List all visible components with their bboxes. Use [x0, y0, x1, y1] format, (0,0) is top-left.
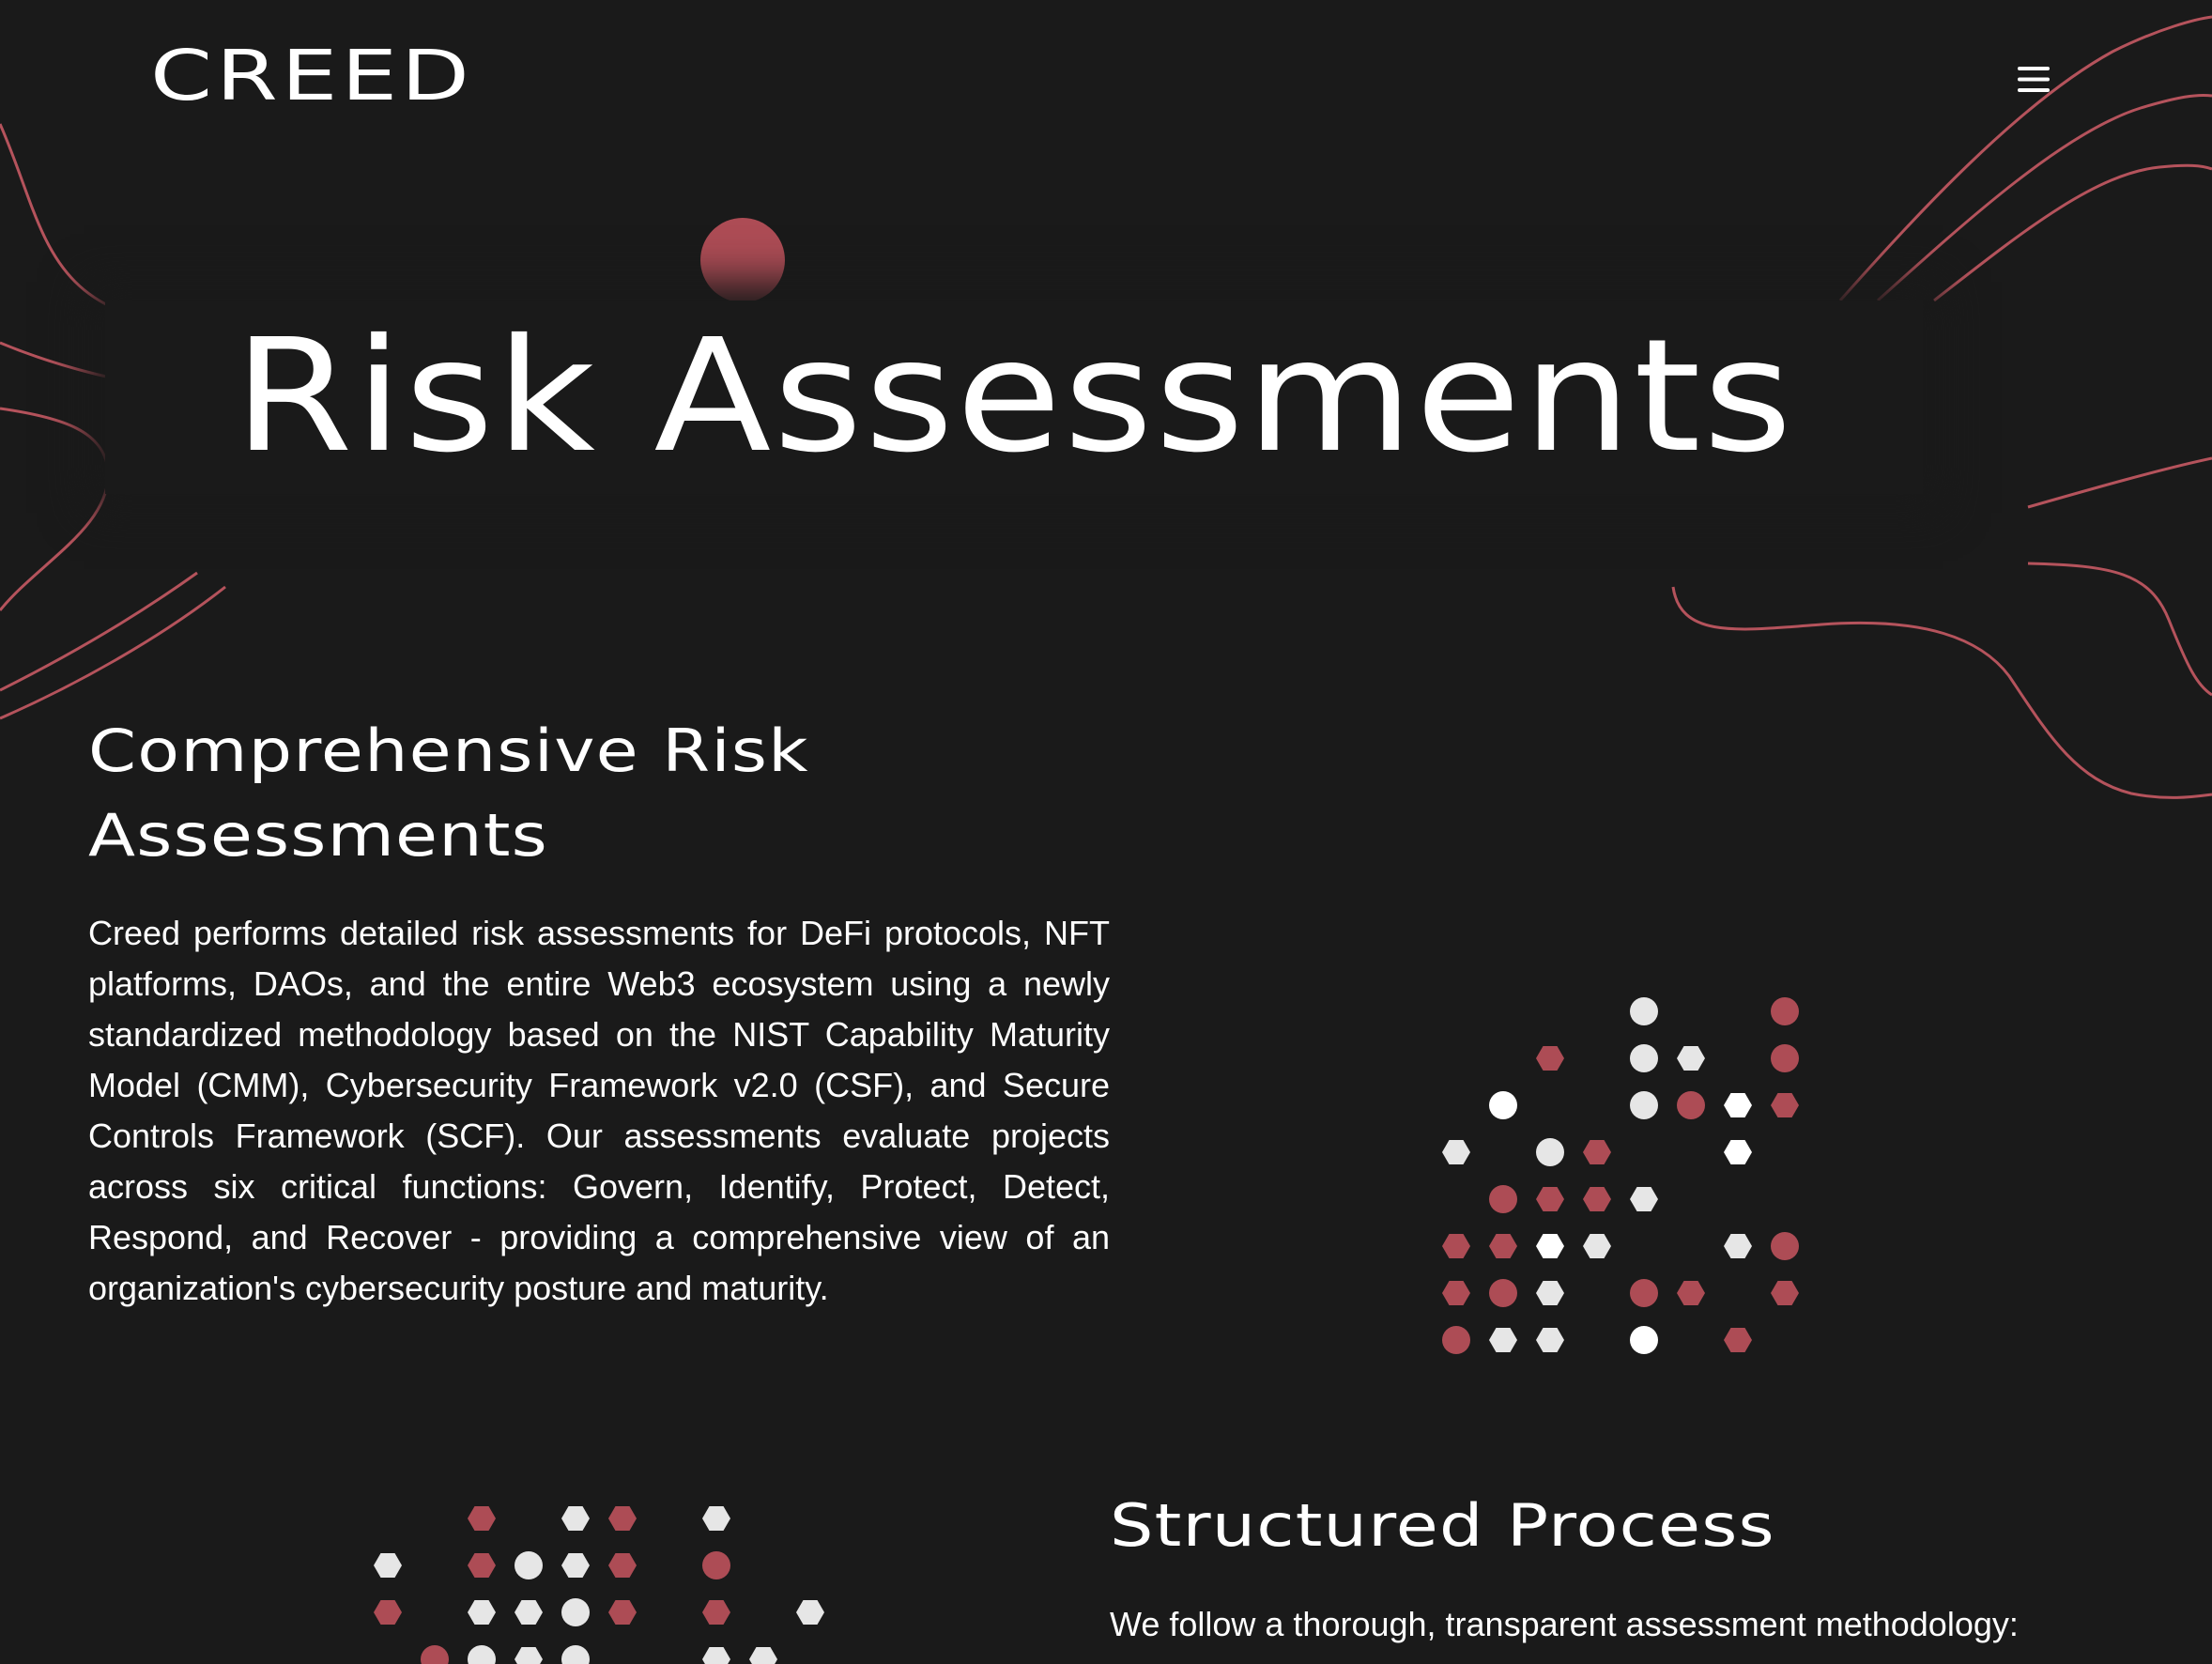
- hamburger-menu-icon: [2018, 66, 2050, 92]
- hexagon-dot: [1442, 1281, 1470, 1305]
- hexagon-dot: [702, 1647, 730, 1664]
- circle-dot: [1630, 1326, 1658, 1354]
- structured-process-intro: We follow a thorough, transparent assess…: [1110, 1605, 2019, 1643]
- hexagon-dot: [1724, 1328, 1752, 1352]
- circle-dot: [1771, 997, 1799, 1025]
- dot-cluster-left: [374, 1506, 824, 1664]
- hexagon-dot: [1583, 1234, 1611, 1258]
- creed-logo[interactable]: CREED: [150, 36, 473, 116]
- hexagon-dot: [1724, 1093, 1752, 1117]
- hexagon-dot: [1442, 1234, 1470, 1258]
- circle-dot: [421, 1645, 449, 1664]
- hexagon-dot: [1536, 1187, 1564, 1211]
- hexagon-dot: [468, 1553, 496, 1578]
- hexagon-dot: [561, 1506, 590, 1531]
- menu-button[interactable]: [2015, 60, 2052, 98]
- hexagon-dot: [702, 1506, 730, 1531]
- hexagon-dot: [1724, 1234, 1752, 1258]
- circle-dot: [1771, 1044, 1799, 1072]
- hexagon-dot: [608, 1553, 637, 1578]
- circle-dot: [1630, 1044, 1658, 1072]
- circle-dot: [561, 1598, 590, 1626]
- hexagon-dot: [796, 1600, 824, 1625]
- circle-dot: [1630, 1279, 1658, 1307]
- circle-dot: [1630, 997, 1658, 1025]
- circle-dot: [1442, 1326, 1470, 1354]
- circle-dot: [1677, 1091, 1705, 1119]
- hexagon-dot: [468, 1600, 496, 1625]
- risk-assessments-description: Creed performs detailed risk assessments…: [88, 914, 1110, 1307]
- circle-dot: [1536, 1138, 1564, 1166]
- circle-dot: [702, 1551, 730, 1579]
- hexagon-dot: [515, 1600, 543, 1625]
- circle-dot: [1489, 1185, 1517, 1213]
- hexagon-dot: [374, 1600, 402, 1625]
- hexagon-dot: [515, 1647, 543, 1664]
- hexagon-dot: [1583, 1140, 1611, 1164]
- hexagon-dot: [1677, 1046, 1705, 1071]
- hexagon-dot: [608, 1506, 637, 1531]
- hexagon-dot: [608, 1600, 637, 1625]
- circle-dot: [468, 1645, 496, 1664]
- circle-dot: [1489, 1279, 1517, 1307]
- hexagon-dot: [1536, 1328, 1564, 1352]
- circle-dot: [1630, 1091, 1658, 1119]
- hexagon-dot: [1536, 1281, 1564, 1305]
- decorative-red-dot: [700, 218, 785, 302]
- hexagon-dot: [1489, 1328, 1517, 1352]
- hexagon-dot: [1536, 1046, 1564, 1071]
- hexagon-dot: [1442, 1140, 1470, 1164]
- hexagon-dot: [1583, 1187, 1611, 1211]
- circle-dot: [1771, 1232, 1799, 1260]
- hexagon-dot: [1771, 1093, 1799, 1117]
- hexagon-dot: [468, 1506, 496, 1531]
- circle-dot: [561, 1645, 590, 1664]
- hexagon-dot: [1489, 1234, 1517, 1258]
- hexagon-dot: [1536, 1234, 1564, 1258]
- hexagon-dot: [1724, 1140, 1752, 1164]
- hexagon-dot: [374, 1553, 402, 1578]
- hexagon-dot: [1677, 1281, 1705, 1305]
- circle-dot: [1489, 1091, 1517, 1119]
- hexagon-dot: [1630, 1187, 1658, 1211]
- hexagon-dot: [561, 1553, 590, 1578]
- dot-cluster-right: [1442, 997, 1799, 1354]
- hexagon-dot: [1771, 1281, 1799, 1305]
- circle-dot: [515, 1551, 543, 1579]
- page-title: Risk Assessments: [105, 300, 1923, 494]
- structured-process-heading: Structured Process: [1110, 1491, 1775, 1560]
- hexagon-dot: [702, 1600, 730, 1625]
- risk-assessments-heading: Comprehensive Risk Assessments: [88, 716, 809, 870]
- hexagon-dot: [749, 1647, 777, 1664]
